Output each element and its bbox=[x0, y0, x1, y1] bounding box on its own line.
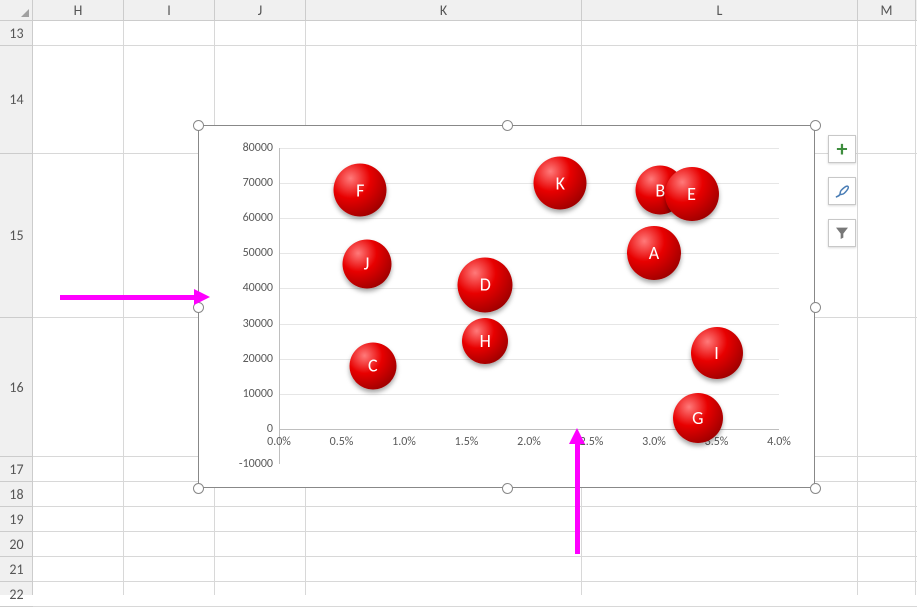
gridline-vertical bbox=[915, 21, 916, 595]
x-axis-tick-label: 0.0% bbox=[267, 435, 291, 449]
row-header-17[interactable]: 17 bbox=[0, 457, 33, 482]
gridline-horizontal bbox=[33, 506, 917, 507]
chart-gridline bbox=[279, 218, 779, 219]
chart-gridline bbox=[279, 324, 779, 325]
selection-handle[interactable] bbox=[193, 120, 204, 131]
bubble-point-E[interactable]: E bbox=[665, 167, 719, 221]
x-axis-tick-label: 1.0% bbox=[392, 435, 416, 449]
chart-gridline bbox=[279, 148, 779, 149]
row-header-18[interactable]: 18 bbox=[0, 482, 33, 507]
row-header-14[interactable]: 14 bbox=[0, 46, 33, 154]
gridline-horizontal bbox=[33, 581, 917, 582]
column-header-L[interactable]: L bbox=[582, 0, 858, 21]
funnel-icon bbox=[834, 225, 850, 241]
gridline-vertical bbox=[857, 21, 858, 595]
selection-handle[interactable] bbox=[810, 120, 821, 131]
selection-handle[interactable] bbox=[193, 483, 204, 494]
annotation-arrow-vertical-head bbox=[569, 428, 585, 444]
bubble-point-F[interactable]: F bbox=[334, 164, 387, 217]
brush-icon bbox=[833, 182, 851, 200]
x-axis-tick-label: 1.5% bbox=[455, 435, 479, 449]
annotation-arrow-vertical bbox=[575, 444, 580, 554]
plus-icon: + bbox=[837, 138, 848, 160]
row-header-15[interactable]: 15 bbox=[0, 154, 33, 318]
column-header-H[interactable]: H bbox=[33, 0, 124, 21]
gridline-horizontal bbox=[33, 45, 917, 46]
y-axis-tick-label: 80000 bbox=[243, 141, 273, 155]
row-header-16[interactable]: 16 bbox=[0, 318, 33, 457]
x-axis-tick-label: 2.0% bbox=[517, 435, 541, 449]
bubble-point-D[interactable]: D bbox=[458, 257, 513, 312]
bubble-point-G[interactable]: G bbox=[673, 393, 723, 443]
annotation-arrow-horizontal-head bbox=[194, 289, 210, 305]
row-header-19[interactable]: 19 bbox=[0, 507, 33, 532]
bubble-point-K[interactable]: K bbox=[534, 157, 587, 210]
x-axis-tick-label: 4.0% bbox=[767, 435, 791, 449]
y-axis-tick-label: 50000 bbox=[243, 246, 273, 260]
chart-elements-button[interactable]: + bbox=[828, 135, 856, 163]
gridline-horizontal bbox=[33, 531, 917, 532]
chart-gridline bbox=[279, 288, 779, 289]
column-headers: HIJKLMN bbox=[33, 0, 917, 21]
y-axis-tick-label: 30000 bbox=[243, 317, 273, 331]
select-all-corner[interactable] bbox=[0, 0, 33, 21]
chart-filters-button[interactable] bbox=[828, 219, 856, 247]
column-header-M[interactable]: M bbox=[858, 0, 916, 21]
y-axis-tick-label: 70000 bbox=[243, 176, 273, 190]
selection-handle[interactable] bbox=[810, 483, 821, 494]
y-axis-tick-label: 40000 bbox=[243, 281, 273, 295]
selection-handle[interactable] bbox=[810, 302, 821, 313]
bubble-point-H[interactable]: H bbox=[462, 318, 508, 364]
column-header-K[interactable]: K bbox=[306, 0, 582, 21]
y-axis-tick-label: -10000 bbox=[239, 457, 273, 471]
gridline-horizontal bbox=[33, 556, 917, 557]
column-header-J[interactable]: J bbox=[215, 0, 306, 21]
selection-handle[interactable] bbox=[502, 483, 513, 494]
bubble-point-J[interactable]: J bbox=[342, 239, 391, 288]
bubble-point-I[interactable]: I bbox=[691, 327, 743, 379]
x-axis-tick-label: 3.0% bbox=[642, 435, 666, 449]
gridline-vertical bbox=[123, 21, 124, 595]
bubble-point-C[interactable]: C bbox=[349, 342, 396, 389]
column-header-I[interactable]: I bbox=[124, 0, 215, 21]
chart-styles-button[interactable] bbox=[828, 177, 856, 205]
y-axis-line bbox=[279, 148, 280, 464]
embedded-chart[interactable]: -10000 0 10000 20000 30000 40000 50000 60000 700… bbox=[198, 125, 815, 488]
x-axis-tick-label: 0.5% bbox=[330, 435, 354, 449]
y-axis-tick-label: 60000 bbox=[243, 211, 273, 225]
row-header-21[interactable]: 21 bbox=[0, 557, 33, 582]
annotation-arrow-horizontal bbox=[60, 295, 194, 300]
selection-handle[interactable] bbox=[502, 120, 513, 131]
row-headers: 13141516171819202122 bbox=[0, 21, 33, 595]
bubble-point-A[interactable]: A bbox=[627, 226, 681, 280]
y-axis-tick-label: 0 bbox=[267, 422, 273, 436]
chart-plot-area[interactable]: -100000100002000030000400005000060000700… bbox=[279, 148, 779, 464]
y-axis-tick-label: 20000 bbox=[243, 352, 273, 366]
y-axis-tick-label: 10000 bbox=[243, 387, 273, 401]
row-header-20[interactable]: 20 bbox=[0, 532, 33, 557]
row-header-13[interactable]: 13 bbox=[0, 21, 33, 46]
